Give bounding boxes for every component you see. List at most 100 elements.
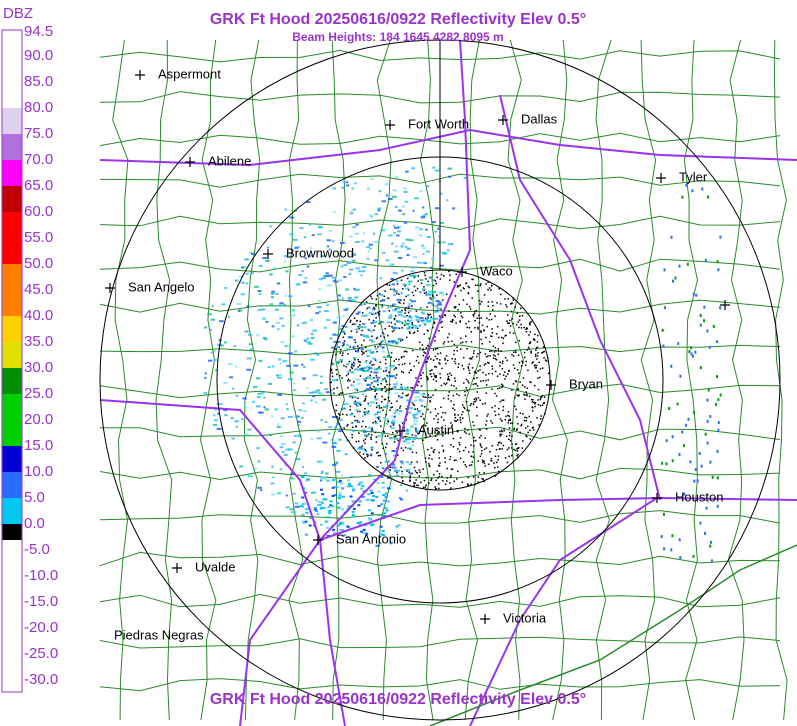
echo-dot [469, 357, 471, 360]
echo-dot [338, 419, 343, 422]
echo-dot [378, 310, 381, 313]
echo-dot [422, 372, 424, 374]
echo-dot [452, 407, 454, 409]
echo-dot [343, 340, 346, 342]
echo-dot [375, 360, 379, 363]
echo-dot [402, 371, 405, 374]
echo-dot [352, 487, 356, 490]
echo-dot [391, 283, 396, 286]
echo-dot [664, 306, 666, 310]
echo-dot [468, 372, 471, 374]
county-line [640, 39, 657, 721]
echo-dot [528, 395, 531, 397]
echo-dot [238, 309, 243, 312]
echo-dot [463, 382, 465, 384]
echo-dot [414, 396, 420, 399]
city-marker [385, 120, 395, 130]
echo-dot [331, 379, 335, 382]
echo-dot [518, 372, 520, 374]
echo-dot [434, 336, 436, 338]
legend: 94.590.085.080.075.070.065.060.055.050.0… [2, 23, 58, 692]
echo-dot [441, 475, 443, 478]
echo-dot [257, 486, 262, 489]
echo-dot [380, 503, 384, 506]
echo-dot [436, 303, 442, 306]
echo-dot [476, 415, 478, 417]
echo-dot [470, 331, 472, 333]
echo-dot [447, 243, 453, 246]
echo-dot [326, 239, 332, 242]
echo-dot [405, 468, 411, 471]
echo-dot [217, 412, 220, 415]
echo-dot [358, 500, 362, 503]
echo-dot [430, 297, 436, 300]
echo-dot [381, 443, 383, 445]
echo-dot [371, 335, 373, 337]
echo-dot [447, 398, 450, 400]
echo-dot [275, 293, 279, 295]
echo-dot [392, 309, 398, 312]
echo-dot [380, 433, 384, 436]
echo-dot [375, 402, 378, 404]
echo-dot [432, 326, 434, 329]
echo-dot [331, 375, 334, 378]
echo-dot [476, 385, 479, 387]
echo-dot [399, 484, 403, 487]
echo-dot [361, 344, 363, 346]
echo-dot [525, 417, 528, 419]
echo-dot [512, 299, 515, 301]
echo-dot [231, 437, 235, 440]
echo-dot [296, 246, 300, 249]
echo-dot [384, 452, 387, 455]
echo-dot [401, 462, 405, 465]
echo-dot [425, 228, 428, 231]
echo-dot [396, 283, 399, 285]
echo-dot [354, 182, 357, 185]
echo-dot [448, 379, 451, 381]
highway [99, 128, 797, 167]
echo-dot [441, 293, 445, 296]
echo-dot [500, 433, 503, 436]
echo-dot [265, 434, 269, 437]
echo-dot [404, 436, 407, 438]
echo-dot [436, 318, 439, 320]
echo-dot [480, 283, 482, 285]
echo-dot [334, 426, 337, 429]
echo-dot [430, 396, 432, 398]
echo-dot [370, 434, 373, 436]
echo-dot [262, 317, 266, 320]
echo-dot [529, 342, 531, 344]
echo-dot [491, 388, 493, 390]
echo-dot [515, 323, 518, 326]
echo-dot [338, 279, 343, 282]
echo-dot [517, 447, 519, 450]
legend-label: -30.0 [24, 671, 58, 688]
echo-dot [508, 322, 510, 324]
echo-dot [359, 521, 363, 524]
echo-dot [290, 335, 295, 338]
echo-dot [379, 420, 381, 422]
echo-dot [478, 428, 481, 430]
county-line [100, 426, 781, 441]
echo-dot [356, 320, 358, 322]
echo-dot [332, 463, 337, 466]
echo-dot [377, 383, 379, 386]
echo-dot [357, 325, 359, 328]
legend-swatch [2, 498, 22, 524]
echo-dot [678, 453, 681, 456]
echo-dot [717, 268, 720, 272]
echo-dot [224, 414, 228, 417]
echo-dot [370, 429, 374, 432]
echo-dot [501, 386, 503, 388]
echo-dot [320, 255, 326, 257]
echo-dot [475, 309, 478, 312]
echo-dot [263, 338, 268, 341]
echo-dot [433, 418, 435, 420]
echo-dot [393, 437, 399, 440]
echo-dot [354, 328, 359, 331]
echo-dot [367, 402, 369, 405]
county-line [419, 39, 435, 721]
echo-dot [302, 410, 307, 413]
echo-dot [483, 472, 485, 474]
echo-dot [466, 326, 468, 329]
